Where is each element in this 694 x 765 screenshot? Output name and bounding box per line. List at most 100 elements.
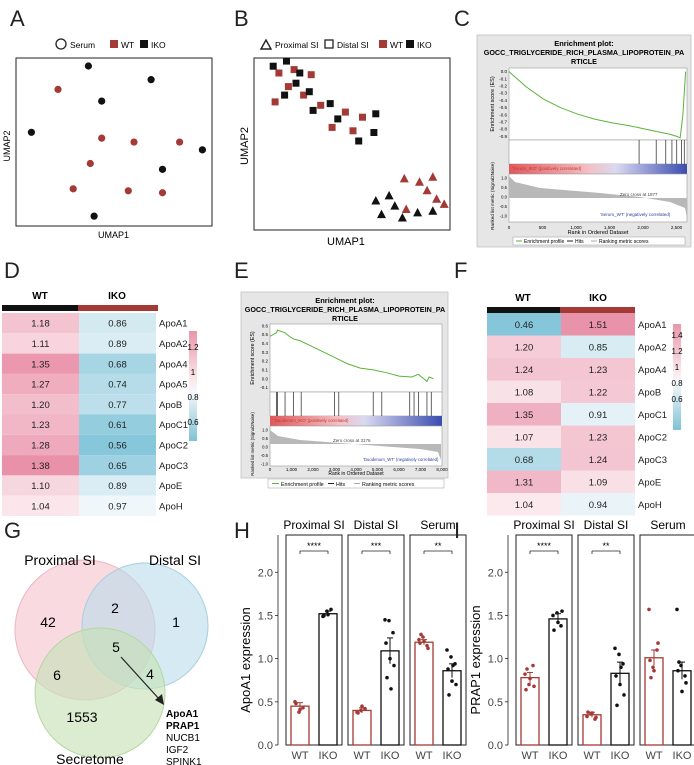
- iko-cell: [561, 313, 635, 336]
- ranked-color-bar: [509, 164, 687, 174]
- facet-label: Serum: [420, 518, 455, 532]
- distal-wt-point: [290, 66, 298, 74]
- proximal-iko-point: [390, 201, 400, 210]
- iko-point: [680, 689, 684, 694]
- iko-cell: [79, 373, 156, 395]
- wt-cell: [2, 373, 79, 395]
- gsea-zero-cross: Zero cross at 3176: [333, 438, 371, 443]
- es-tick-label: 0.0: [501, 69, 508, 74]
- wt-cell: [487, 358, 561, 381]
- wt-cell: [487, 313, 561, 336]
- legend-iko: IKO: [417, 40, 432, 50]
- iko-point: [622, 693, 626, 697]
- legend-ranking: Ranking metric scores: [599, 239, 649, 245]
- iko-point: [322, 613, 326, 618]
- x-tick-label: 2,000: [307, 467, 319, 472]
- x-tick-label: WT: [291, 750, 308, 762]
- panel-letter-d: D: [4, 258, 20, 283]
- facet-frame: [285, 534, 343, 746]
- hit-lines: [638, 140, 685, 164]
- distal-iko-point: [326, 100, 334, 108]
- gsea-x-label: Rank in Ordered Dataset: [328, 471, 384, 477]
- venn-label-secretome: Secretome: [56, 751, 124, 765]
- gene-label: ApoC2: [159, 440, 188, 451]
- wt-point: [525, 667, 529, 671]
- scale-label: 0.8: [671, 379, 683, 388]
- iko-point: [388, 656, 392, 661]
- es-y-ticks: 0.6 0.5 0.4 0.3 0.2 0.1 0.0 -0.1: [260, 323, 268, 390]
- wt-point: [531, 663, 535, 668]
- wt-point: [124, 187, 132, 195]
- wt-point: [590, 711, 594, 715]
- iko-point: [447, 693, 451, 697]
- iko-point: [446, 667, 450, 671]
- rank-tick-label: -1.0: [500, 214, 508, 219]
- wt-value: 1.23: [31, 420, 50, 431]
- iko-point: [147, 76, 155, 84]
- distal-wt-point: [275, 69, 283, 77]
- rank-tick-label: -0.5: [261, 453, 269, 458]
- iko-point: [198, 146, 206, 154]
- iko-point: [677, 660, 681, 664]
- panel-letter-b: B: [234, 6, 249, 31]
- iko-point: [614, 674, 618, 678]
- iko-cell: [79, 333, 156, 354]
- scale-label: 1: [191, 368, 196, 377]
- es-tick-label: -0.3: [499, 91, 507, 96]
- iko-point: [27, 128, 35, 136]
- iko-point: [392, 663, 396, 668]
- iko-point: [84, 62, 92, 70]
- gene-nucb1: NUCB1: [166, 733, 200, 744]
- facet-frame: [577, 534, 635, 746]
- wt-value: 1.35: [515, 410, 534, 421]
- panel-f: WT IKO 0.46 1.51 ApoA1 1.20 0.85 ApoA2 1.24 1.2…: [487, 293, 683, 516]
- x-tick-label: WT: [353, 750, 370, 762]
- x-tick-label: 0: [269, 467, 272, 472]
- x-tick-label: WT: [415, 750, 432, 762]
- panel-c: Enrichment plot: GOCC_TRIGLYCERIDE_RICH_…: [476, 34, 692, 248]
- legend-distal: Distal SI: [337, 40, 369, 50]
- rank-x-ticks: 0 500 1,000 1,500 2,000 2,500: [508, 225, 683, 230]
- proximal-wt-point: [428, 172, 438, 181]
- iko-group-bar: [78, 305, 158, 311]
- rank-tick-label: 0.0: [501, 195, 507, 200]
- wt-point: [586, 710, 590, 714]
- plot-frame: [15, 57, 213, 227]
- iko-value: 1.23: [589, 365, 608, 376]
- proximal-wt-point: [439, 199, 449, 208]
- panel-letter-e: E: [234, 258, 249, 283]
- enrichment-profile-line: [269, 329, 434, 383]
- legend-serum-icon: [55, 38, 67, 50]
- gene-label: ApoC3: [638, 455, 667, 466]
- iko-point: [551, 613, 555, 618]
- iko-point: [675, 607, 679, 612]
- legend-iko-icon: [140, 40, 148, 48]
- y-tick-label: 2.0: [488, 567, 503, 579]
- wt-cell: [2, 475, 79, 496]
- x-tick-label: 0: [508, 225, 511, 230]
- y-axis-label: UMAP2: [239, 127, 251, 165]
- iko-point: [387, 618, 391, 623]
- proximal-iko-point: [397, 213, 407, 222]
- iko-point: [619, 665, 623, 670]
- gene-label: ApoA5: [159, 380, 188, 391]
- y-tick-label: 1.0: [488, 654, 503, 666]
- wt-group-bar: [487, 307, 560, 313]
- iko-cell: [561, 358, 635, 381]
- distal-iko-point: [309, 106, 317, 114]
- iko-value: 0.56: [108, 440, 127, 451]
- iko-point: [383, 617, 387, 622]
- y-tick-label: 1.5: [488, 610, 503, 622]
- distal-iko-point: [370, 129, 378, 136]
- x-tick-label: 3,000: [329, 467, 341, 472]
- distal-iko-point: [292, 79, 300, 87]
- iko-point: [90, 212, 98, 220]
- wt-point: [524, 687, 528, 692]
- es-plot-area: [269, 323, 443, 393]
- venn-count-secretome-only: 1553: [66, 709, 97, 725]
- wt-cell: [2, 394, 79, 415]
- wt-cell: [2, 333, 79, 354]
- x-axis-label: UMAP1: [98, 230, 129, 240]
- iko-cell: [79, 313, 156, 334]
- wt-point: [594, 715, 598, 720]
